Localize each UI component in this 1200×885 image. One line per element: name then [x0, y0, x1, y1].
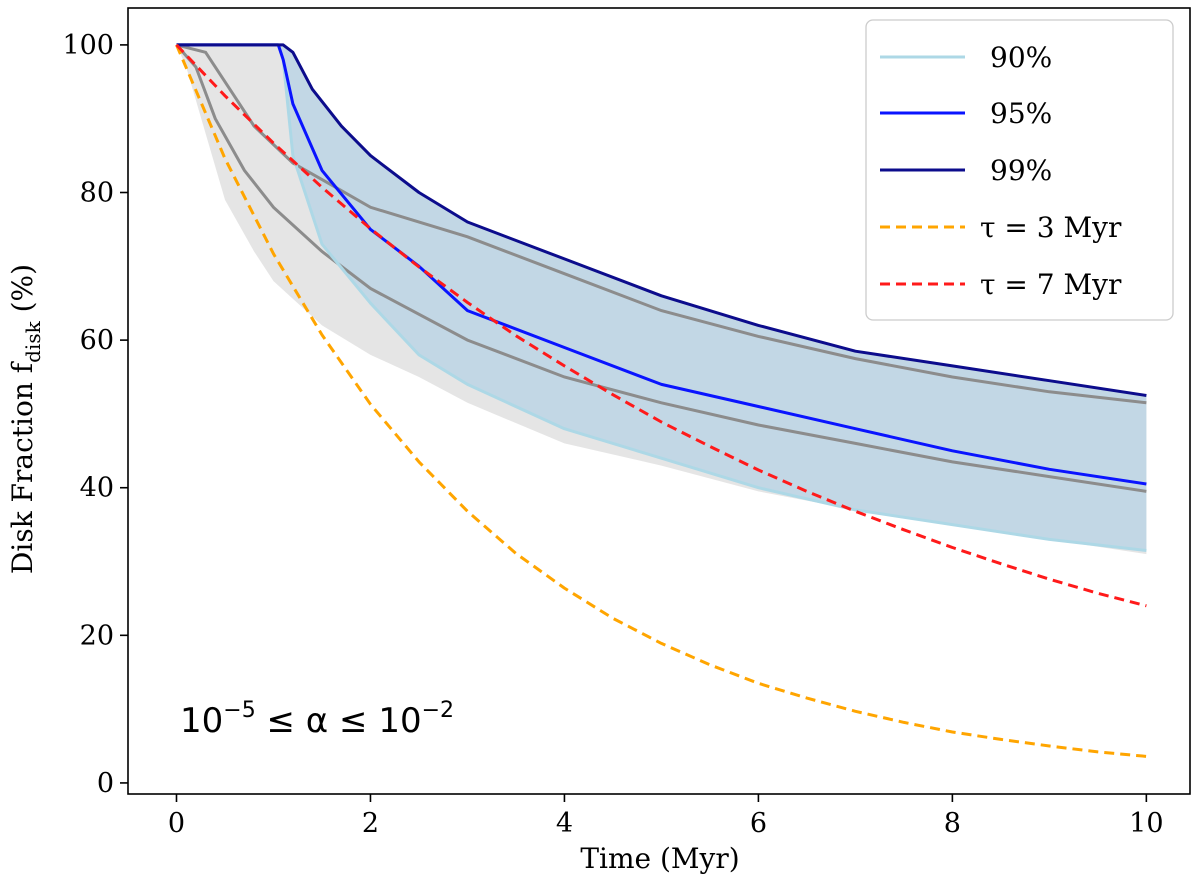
legend-label-95: 95%	[990, 97, 1052, 130]
x-tick-label-0: 0	[168, 808, 185, 839]
x-tick-label-6: 6	[750, 808, 767, 839]
annotation-exp-1: −5	[223, 698, 255, 723]
y-axis-title-main: Disk Fraction f	[6, 360, 39, 574]
legend-label-tau3: τ = 3 Myr	[980, 211, 1122, 244]
x-axis-title: Time (Myr)	[580, 842, 739, 875]
series-tau3-line	[175, 44, 1147, 758]
y-tick-label-100: 100	[62, 30, 114, 61]
legend-label-90: 90%	[990, 41, 1052, 74]
legend-box	[865, 19, 1174, 321]
annotation-base-2: 10	[378, 701, 421, 741]
y-tick-label-80: 80	[80, 178, 114, 209]
legend-label-99: 99%	[990, 154, 1052, 187]
y-tick-label-20: 20	[80, 620, 114, 651]
y-axis-title-subscript: disk	[21, 320, 45, 362]
y-tick-label-0: 0	[97, 768, 114, 799]
x-tick-label-10: 10	[1129, 808, 1163, 839]
annotation-exp-2: −2	[422, 698, 454, 723]
y-tick-label-40: 40	[80, 473, 114, 504]
lines-layer	[175, 43, 1147, 758]
x-tick-label-2: 2	[362, 808, 379, 839]
legend-label-tau7: τ = 7 Myr	[980, 268, 1122, 301]
bands-layer	[176, 44, 1147, 555]
y-axis-title-suffix: (%)	[6, 264, 39, 321]
x-tick-label-8: 8	[944, 808, 961, 839]
legend: 90% 95% 99% τ = 3 Myr τ = 7 Myr	[865, 19, 1174, 321]
gray-line-1	[175, 43, 1147, 493]
blue-band	[176, 44, 1147, 551]
y-tick-label-60: 60	[80, 325, 114, 356]
y-axis-title: Disk Fraction fdisk (%)	[6, 264, 45, 574]
alpha-range-annotation: 10−5 ≤ α ≤ 10−2	[180, 698, 454, 741]
annotation-middle: ≤ α ≤	[256, 701, 379, 741]
gray-line-2	[176, 43, 1147, 405]
series-tau7-line	[175, 43, 1147, 608]
annotation-base-1: 10	[180, 701, 223, 741]
series-99-line	[176, 43, 1147, 397]
series-95-line	[176, 43, 1147, 486]
y-axis-title-text: Disk Fraction fdisk (%)	[6, 264, 45, 574]
plot-frame	[127, 7, 1191, 795]
x-tick-label-4: 4	[556, 808, 573, 839]
